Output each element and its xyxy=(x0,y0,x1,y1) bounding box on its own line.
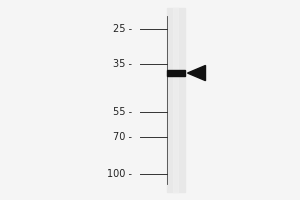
Text: 55 -: 55 - xyxy=(113,107,132,117)
Text: 100 -: 100 - xyxy=(107,169,132,179)
Bar xyxy=(167,70,184,76)
Polygon shape xyxy=(188,65,206,81)
Bar xyxy=(167,8,184,192)
Bar xyxy=(173,8,178,192)
Text: 70 -: 70 - xyxy=(113,132,132,142)
Text: 35 -: 35 - xyxy=(113,59,132,69)
Text: 25 -: 25 - xyxy=(113,24,132,34)
